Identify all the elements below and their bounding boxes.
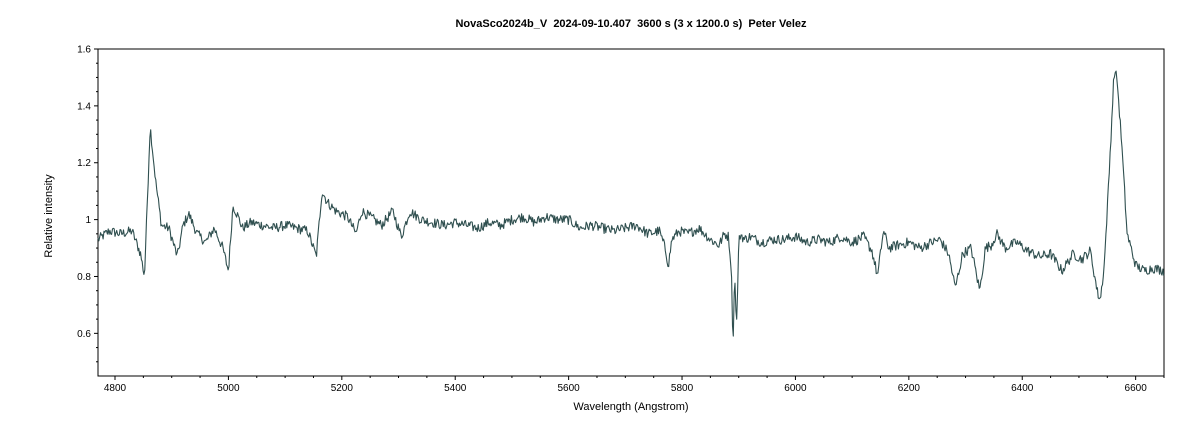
x-tick-label: 5800 <box>671 383 694 394</box>
spectrum-line <box>97 70 1165 337</box>
x-tick-label: 6400 <box>1011 383 1034 394</box>
y-axis-label: Relative intensity <box>43 174 55 258</box>
x-tick-label: 6000 <box>784 383 807 394</box>
plot-frame <box>97 48 1165 377</box>
x-tick-label: 5000 <box>217 383 240 394</box>
x-axis-ticks: 4800 5000 5200 5400 5600 5800 6000 6200 6400 6600 <box>104 376 1165 394</box>
chart-title: NovaSco2024b_V 2024-09-10.407 3600 s (3 … <box>455 18 807 30</box>
x-tick-label: 6200 <box>898 383 921 394</box>
y-tick-label: 1.6 <box>77 45 91 56</box>
x-tick-label: 5200 <box>331 383 354 394</box>
x-axis-label: Wavelength (Angstrom) <box>573 401 689 413</box>
x-tick-label: 6600 <box>1125 383 1148 394</box>
x-tick-label: 5400 <box>444 383 467 394</box>
y-tick-label: 1.4 <box>77 101 91 112</box>
y-tick-label: 1.2 <box>77 158 91 169</box>
y-tick-label: 1 <box>85 215 91 226</box>
y-tick-label: 0.6 <box>77 329 91 340</box>
x-tick-label: 5600 <box>558 383 581 394</box>
y-tick-label: 0.8 <box>77 272 91 283</box>
x-tick-label: 4800 <box>104 383 127 394</box>
y-axis-ticks: 0.6 0.8 1 1.2 1.4 1.6 <box>77 45 98 363</box>
